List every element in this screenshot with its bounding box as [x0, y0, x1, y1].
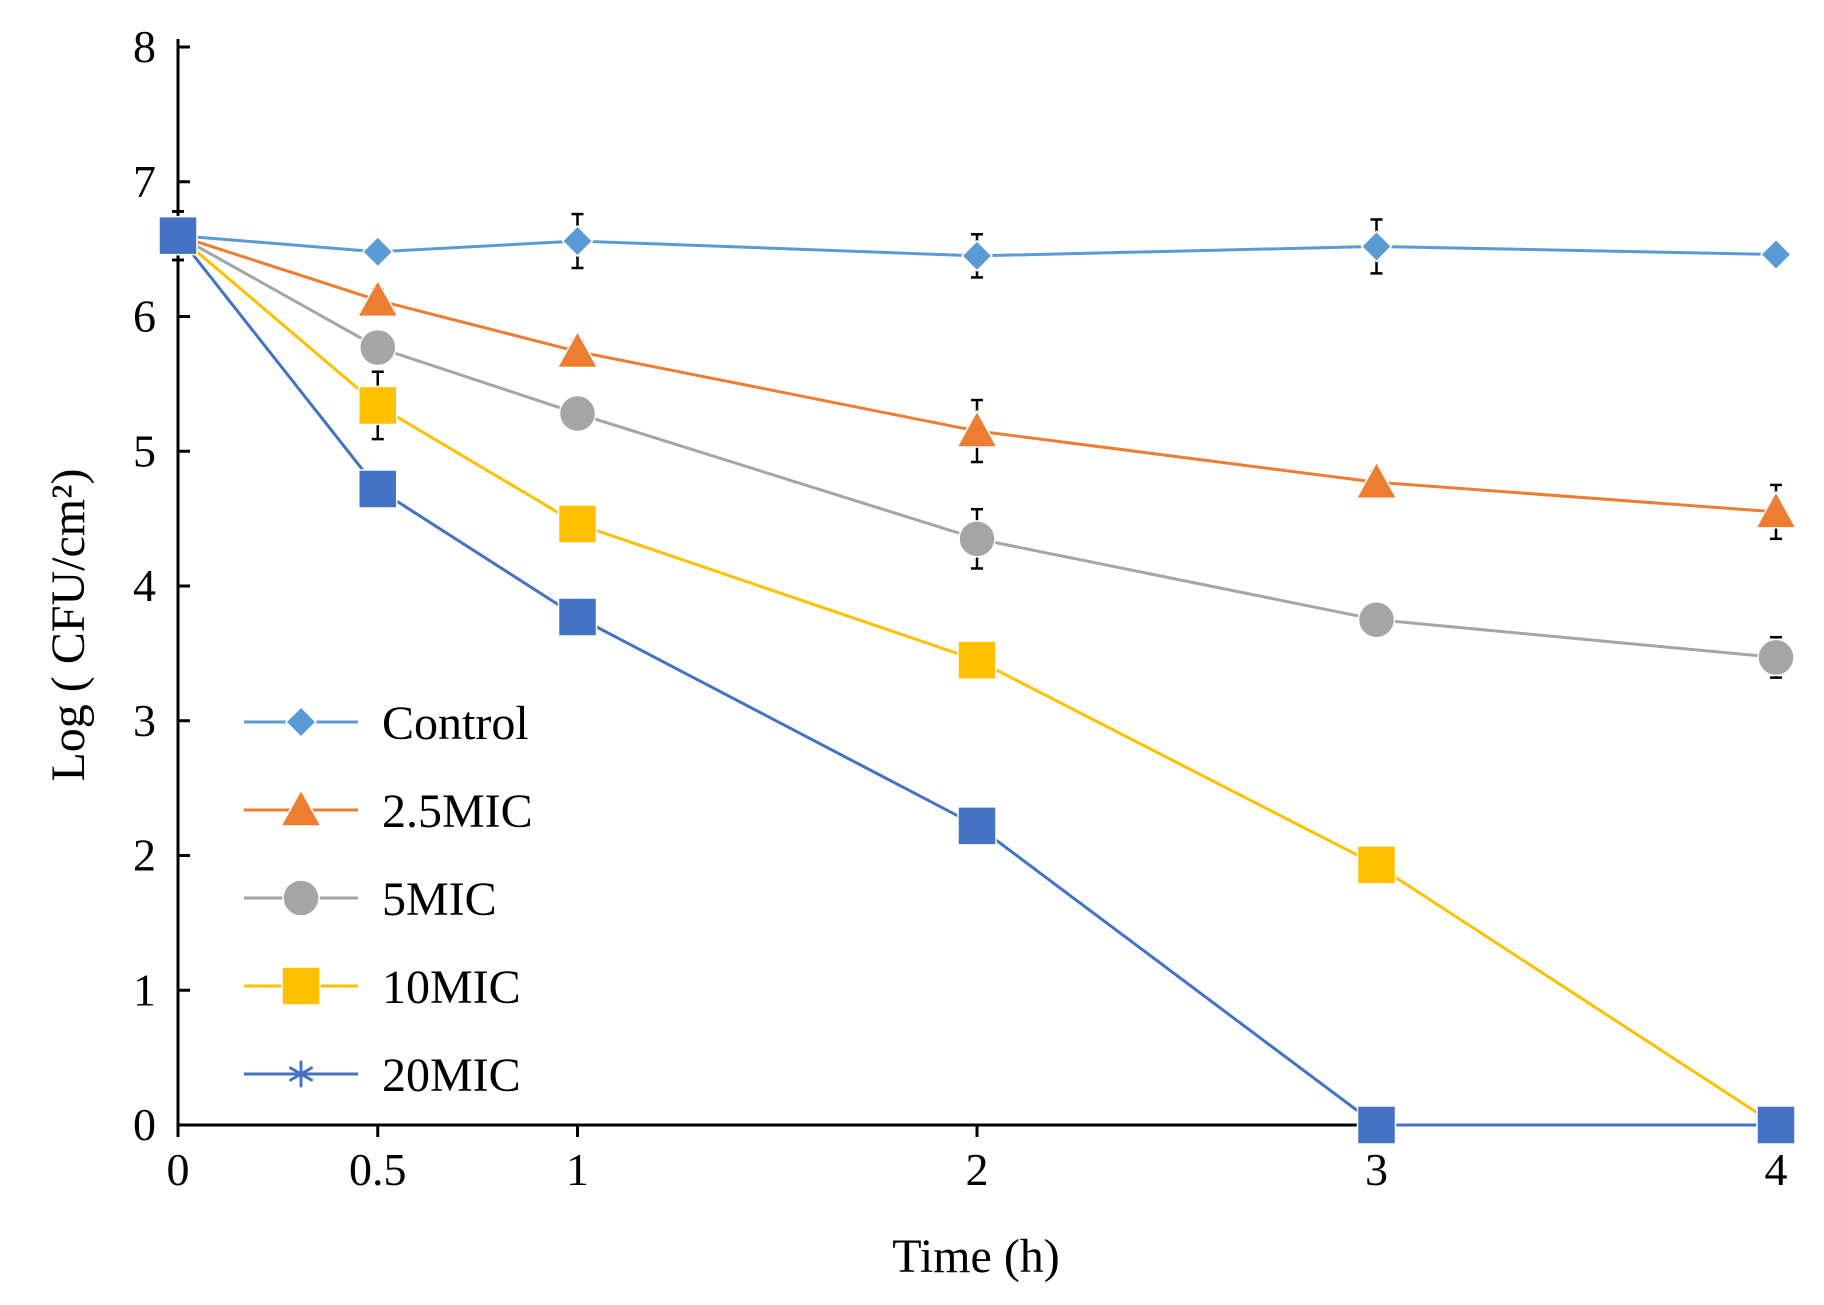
legend-item: 20MIC	[244, 1049, 521, 1102]
series-20mic	[158, 210, 1796, 1145]
legend-item: 2.5MIC	[244, 785, 533, 838]
data-point	[356, 278, 400, 318]
data-point	[1357, 600, 1396, 639]
data-point	[1355, 460, 1398, 499]
x-tick-label: 0.5	[349, 1144, 407, 1195]
x-tick-label: 2	[966, 1144, 989, 1195]
y-tick-label: 3	[133, 695, 156, 746]
data-point	[358, 385, 398, 426]
data-point	[1759, 238, 1793, 271]
data-point	[955, 409, 999, 448]
data-point	[957, 640, 997, 680]
series-line	[177, 234, 1777, 659]
data-point	[557, 597, 598, 637]
x-tick-label: 1	[566, 1144, 589, 1195]
data-point	[558, 394, 597, 433]
data-point	[1757, 638, 1795, 677]
y-tick-label: 1	[133, 964, 156, 1015]
series-line	[177, 234, 1777, 514]
legend-marker	[289, 1060, 313, 1088]
y-tick-label: 6	[133, 291, 156, 342]
y-tick-label: 8	[133, 21, 156, 72]
legend-label: Control	[382, 697, 529, 750]
x-tick-label: 4	[1765, 1144, 1788, 1195]
y-tick-label: 0	[133, 1099, 156, 1150]
axes: 0 1 2 3 4 5 6 7 8 0 0.5 1 2 3 4	[133, 21, 1788, 1195]
y-tick-label: 7	[133, 156, 156, 207]
x-axis-title: Time (h)	[892, 1230, 1060, 1283]
data-point	[361, 235, 394, 268]
legend-marker	[279, 788, 323, 827]
legend-marker	[282, 879, 320, 917]
legend-item: Control	[244, 697, 529, 750]
legend-item: 5MIC	[244, 873, 497, 926]
data-point	[1756, 1105, 1796, 1145]
data-point	[556, 329, 599, 369]
series-line	[177, 234, 1777, 258]
x-tick-label: 0	[167, 1144, 190, 1195]
data-point	[958, 520, 996, 558]
series-line	[177, 234, 1777, 1127]
data-point	[557, 504, 598, 544]
data-point	[358, 469, 398, 509]
y-tick-label: 4	[133, 560, 156, 611]
y-tick-label: 5	[133, 425, 156, 476]
data-point	[1356, 1105, 1397, 1145]
data-point	[957, 806, 997, 846]
legend-label: 2.5MIC	[382, 785, 533, 838]
series-control	[161, 210, 1793, 279]
data-point	[561, 224, 594, 258]
legend-label: 20MIC	[382, 1049, 521, 1102]
data-point	[960, 239, 994, 272]
legend-label: 10MIC	[382, 961, 521, 1014]
data-point	[158, 215, 198, 256]
data-point	[1356, 845, 1397, 885]
data-point	[1360, 230, 1393, 263]
legend-item: 10MIC	[244, 961, 521, 1014]
y-tick-label: 2	[133, 830, 156, 881]
data-point	[359, 328, 397, 367]
legend-marker	[281, 966, 321, 1006]
legend-marker	[284, 705, 318, 739]
series-layer	[156, 210, 1798, 1145]
y-axis-title: Log ( CFU/cm²)	[42, 468, 95, 781]
x-tick-label: 3	[1365, 1144, 1388, 1195]
legend: Control 2.5MIC 5MIC 10MIC 20MIC	[244, 697, 533, 1102]
data-point	[1754, 490, 1798, 529]
legend-label: 5MIC	[382, 873, 497, 926]
series-line	[176, 234, 1776, 1127]
